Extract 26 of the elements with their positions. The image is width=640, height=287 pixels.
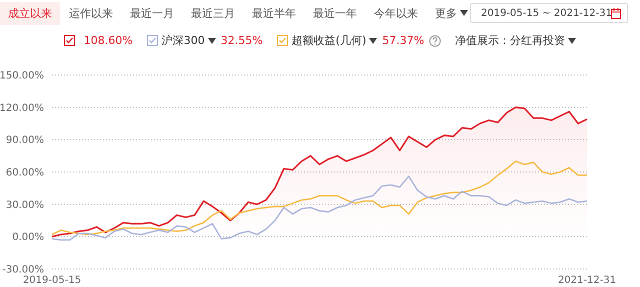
text: 2019-05-15 ~ 2021-12-31 [470,3,628,23]
text: 今年以来 [373,6,419,22]
y-tick-label: 0.00% [12,232,44,244]
text: 最近半年 [251,6,297,22]
line-series [51,176,588,241]
text: 最近三月 [190,6,236,22]
y-tick-label: -30.00% [2,264,44,276]
text: 108.60% [84,34,133,47]
text: 57.37% [382,34,424,47]
text: 最近一年 [312,6,358,22]
text: 净值展示：分红再投资 [455,33,566,48]
text: 最近一月 [129,6,175,22]
legend-label: 超额收益(几何) [292,33,366,48]
y-tick-label: 150.00% [0,70,44,82]
x-tick-label: 2019-05-15 [22,275,82,286]
legend-label: 沪深300 [162,33,205,48]
x-tick-label: 2021-12-31 [558,275,616,286]
text: 成立以来 [0,2,60,24]
y-tick-label: 120.00% [0,102,44,114]
text: 32.55% [220,34,263,47]
line-series [51,160,588,236]
y-tick-label: 60.00% [6,168,44,179]
y-tick-label: 30.00% [6,200,44,211]
text: 运作以来 [68,6,114,22]
text: 更多 [434,6,458,22]
y-tick-label: 90.00% [6,135,44,146]
